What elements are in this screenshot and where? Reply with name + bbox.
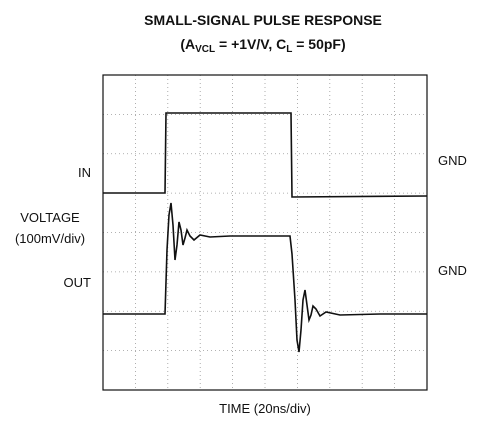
output-trace: [103, 202, 427, 353]
voltage-label: VOLTAGE: [20, 210, 80, 225]
grid: [103, 75, 427, 390]
in-label: IN: [78, 165, 91, 180]
plot-frame: [102, 74, 428, 391]
voltage-scale-label: (100mV/div): [15, 231, 85, 246]
title-part: = +1V/V, C: [215, 36, 286, 52]
title-line1: SMALL-SIGNAL PULSE RESPONSE: [144, 12, 382, 28]
title-line2: (AVCL = +1V/V, CL = 50pF): [180, 36, 345, 55]
title-sub: L: [286, 44, 292, 55]
title-sub: VCL: [195, 44, 215, 55]
out-label: OUT: [64, 275, 92, 290]
title-part: (A: [180, 36, 195, 52]
time-label: TIME (20ns/div): [219, 401, 311, 416]
in-ground-label: GND: [438, 153, 467, 168]
input-trace: [103, 112, 428, 198]
out-ground-label: GND: [438, 263, 467, 278]
title-part: = 50pF): [292, 36, 345, 52]
